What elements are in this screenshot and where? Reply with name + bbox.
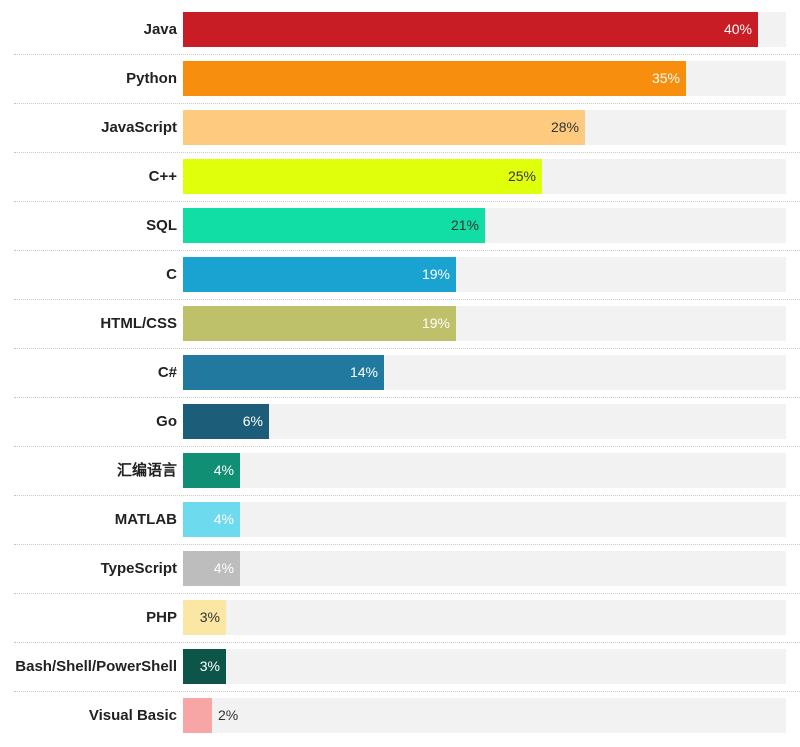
chart-row: C 19% [0,257,800,306]
category-label: TypeScript [100,560,177,577]
row-separator [14,642,800,643]
category-label: Java [143,21,177,38]
row-separator [14,495,800,496]
category-label: Python [126,70,177,87]
chart-row: Bash/Shell/PowerShell 3% [0,649,800,698]
value-label: 2% [218,707,239,723]
bar-track [183,404,786,439]
bar [183,61,686,96]
row-separator [14,446,800,447]
row-separator [14,544,800,545]
bar-track [183,453,786,488]
chart-row: Visual Basic 2% [0,698,800,747]
chart-row: Go 6% [0,404,800,453]
bar [183,208,485,243]
bar [183,600,226,635]
bar [183,502,240,537]
bar [183,551,240,586]
bar [183,404,269,439]
value-label: 25% [507,168,536,184]
chart-row: TypeScript 4% [0,551,800,600]
bar-track [183,551,786,586]
row-separator [14,299,800,300]
chart-row: C# 14% [0,355,800,404]
value-label: 19% [421,266,450,282]
category-label: C# [157,364,177,381]
category-label: 汇编语言 [116,462,177,479]
category-label: Visual Basic [88,707,177,724]
row-separator [14,250,800,251]
row-separator [14,397,800,398]
category-label: PHP [146,609,177,626]
category-label: JavaScript [101,119,177,136]
row-separator [14,593,800,594]
value-label: 3% [199,658,220,674]
bar [183,453,240,488]
chart-row: SQL 21% [0,208,800,257]
category-label: HTML/CSS [100,315,177,332]
value-label: 4% [213,560,234,576]
row-separator [14,152,800,153]
category-label: Bash/Shell/PowerShell [15,658,177,675]
row-separator [14,691,800,692]
bar [183,355,384,390]
chart-row: Java 40% [0,12,800,61]
bar-track [183,649,786,684]
bar [183,110,585,145]
category-label: MATLAB [114,511,177,528]
chart-row: JavaScript 28% [0,110,800,159]
category-label: C++ [148,168,177,185]
value-label: 40% [723,21,752,37]
bar [183,306,456,341]
row-separator [14,201,800,202]
value-label: 28% [550,119,579,135]
row-separator [14,54,800,55]
category-label: C [166,266,177,283]
bar [183,649,226,684]
value-label: 3% [199,609,220,625]
chart-row: Python 35% [0,61,800,110]
chart-row: HTML/CSS 19% [0,306,800,355]
value-label: 4% [213,511,234,527]
bar-track [183,698,786,733]
bar [183,159,542,194]
chart-row: C++ 25% [0,159,800,208]
chart-row: MATLAB 4% [0,502,800,551]
value-label: 14% [349,364,378,380]
value-label: 35% [651,70,680,86]
bar [183,12,758,47]
value-label: 6% [242,413,263,429]
category-label: Go [156,413,177,430]
row-separator [14,103,800,104]
value-label: 4% [213,462,234,478]
value-label: 21% [450,217,479,233]
bar-track [183,502,786,537]
chart-row: PHP 3% [0,600,800,649]
value-label: 19% [421,315,450,331]
row-separator [14,348,800,349]
bar-track [183,600,786,635]
bar [183,257,456,292]
category-label: SQL [146,217,177,234]
chart-row: 汇编语言 4% [0,453,800,502]
bar [183,698,212,733]
